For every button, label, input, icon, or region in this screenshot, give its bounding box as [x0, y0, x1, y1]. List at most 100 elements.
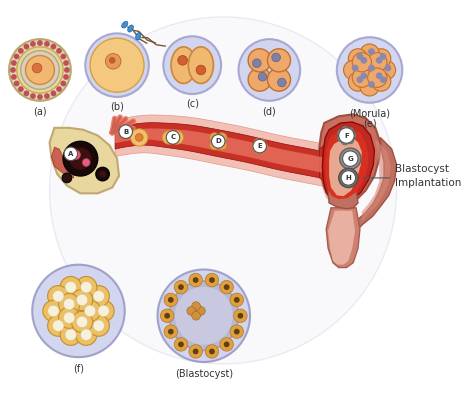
- Circle shape: [64, 147, 78, 160]
- Circle shape: [368, 48, 375, 55]
- Circle shape: [80, 301, 100, 322]
- Text: D: D: [215, 138, 221, 144]
- Circle shape: [220, 280, 233, 294]
- Ellipse shape: [171, 47, 196, 83]
- Circle shape: [372, 49, 391, 68]
- Circle shape: [259, 147, 265, 153]
- Polygon shape: [326, 208, 360, 268]
- Ellipse shape: [248, 49, 271, 72]
- Circle shape: [341, 126, 349, 134]
- Circle shape: [368, 81, 375, 88]
- Circle shape: [76, 324, 97, 345]
- Polygon shape: [325, 129, 369, 199]
- Circle shape: [252, 143, 258, 149]
- Circle shape: [360, 72, 367, 79]
- Circle shape: [174, 280, 188, 294]
- Circle shape: [210, 141, 219, 150]
- Circle shape: [157, 269, 250, 362]
- Circle shape: [339, 168, 358, 188]
- Circle shape: [230, 325, 244, 339]
- Circle shape: [51, 90, 56, 96]
- Circle shape: [380, 76, 386, 83]
- Text: H: H: [346, 175, 351, 181]
- Circle shape: [76, 277, 97, 298]
- Circle shape: [60, 324, 82, 345]
- Circle shape: [69, 147, 92, 170]
- Circle shape: [348, 132, 356, 139]
- Ellipse shape: [136, 32, 141, 40]
- Polygon shape: [358, 137, 397, 229]
- Circle shape: [368, 53, 387, 72]
- Circle shape: [376, 72, 383, 79]
- Circle shape: [210, 132, 219, 142]
- Polygon shape: [50, 128, 119, 193]
- Circle shape: [44, 93, 50, 99]
- Circle shape: [72, 289, 93, 311]
- Circle shape: [30, 41, 36, 47]
- Circle shape: [360, 60, 379, 80]
- Ellipse shape: [188, 47, 213, 83]
- Circle shape: [192, 311, 201, 320]
- Circle shape: [205, 345, 219, 358]
- Circle shape: [384, 65, 391, 71]
- Circle shape: [178, 284, 184, 290]
- Circle shape: [224, 284, 229, 290]
- Circle shape: [197, 307, 205, 315]
- Text: A: A: [68, 151, 73, 157]
- Circle shape: [130, 129, 148, 146]
- Circle shape: [164, 36, 221, 94]
- Text: (e): (e): [363, 118, 376, 128]
- Polygon shape: [328, 184, 358, 209]
- Text: C: C: [170, 134, 175, 141]
- Circle shape: [189, 345, 202, 358]
- Circle shape: [82, 159, 90, 166]
- Circle shape: [56, 48, 62, 54]
- Circle shape: [32, 63, 42, 73]
- Text: (Blastocyst): (Blastocyst): [175, 369, 233, 379]
- Circle shape: [64, 312, 75, 324]
- Text: (c): (c): [186, 99, 199, 109]
- Circle shape: [254, 139, 261, 145]
- Circle shape: [230, 293, 244, 307]
- Circle shape: [352, 68, 372, 87]
- Ellipse shape: [128, 25, 133, 32]
- Circle shape: [63, 74, 69, 80]
- Text: G: G: [347, 156, 353, 162]
- Circle shape: [169, 281, 238, 350]
- Circle shape: [11, 74, 17, 80]
- Circle shape: [76, 316, 88, 328]
- Circle shape: [85, 33, 149, 97]
- Polygon shape: [52, 147, 73, 178]
- Circle shape: [340, 148, 361, 169]
- Circle shape: [360, 77, 379, 96]
- Circle shape: [189, 273, 202, 287]
- Circle shape: [352, 53, 372, 72]
- Circle shape: [47, 286, 69, 307]
- Circle shape: [196, 65, 206, 75]
- Circle shape: [217, 141, 227, 150]
- Circle shape: [14, 53, 19, 60]
- Circle shape: [166, 131, 180, 144]
- Circle shape: [81, 281, 92, 293]
- Circle shape: [352, 65, 358, 71]
- Circle shape: [119, 125, 132, 139]
- Circle shape: [24, 90, 29, 96]
- Circle shape: [71, 150, 81, 160]
- Circle shape: [175, 287, 233, 345]
- Circle shape: [26, 55, 55, 84]
- Circle shape: [272, 53, 281, 62]
- Circle shape: [376, 60, 396, 80]
- Circle shape: [106, 53, 121, 69]
- Circle shape: [93, 301, 114, 322]
- Circle shape: [93, 320, 105, 331]
- Circle shape: [60, 81, 66, 86]
- Text: B: B: [123, 129, 128, 134]
- Circle shape: [234, 309, 247, 322]
- Circle shape: [237, 313, 243, 319]
- Circle shape: [360, 57, 367, 64]
- Circle shape: [109, 57, 116, 64]
- Circle shape: [339, 128, 354, 143]
- Circle shape: [348, 49, 368, 68]
- Circle shape: [178, 341, 184, 347]
- Circle shape: [343, 151, 358, 166]
